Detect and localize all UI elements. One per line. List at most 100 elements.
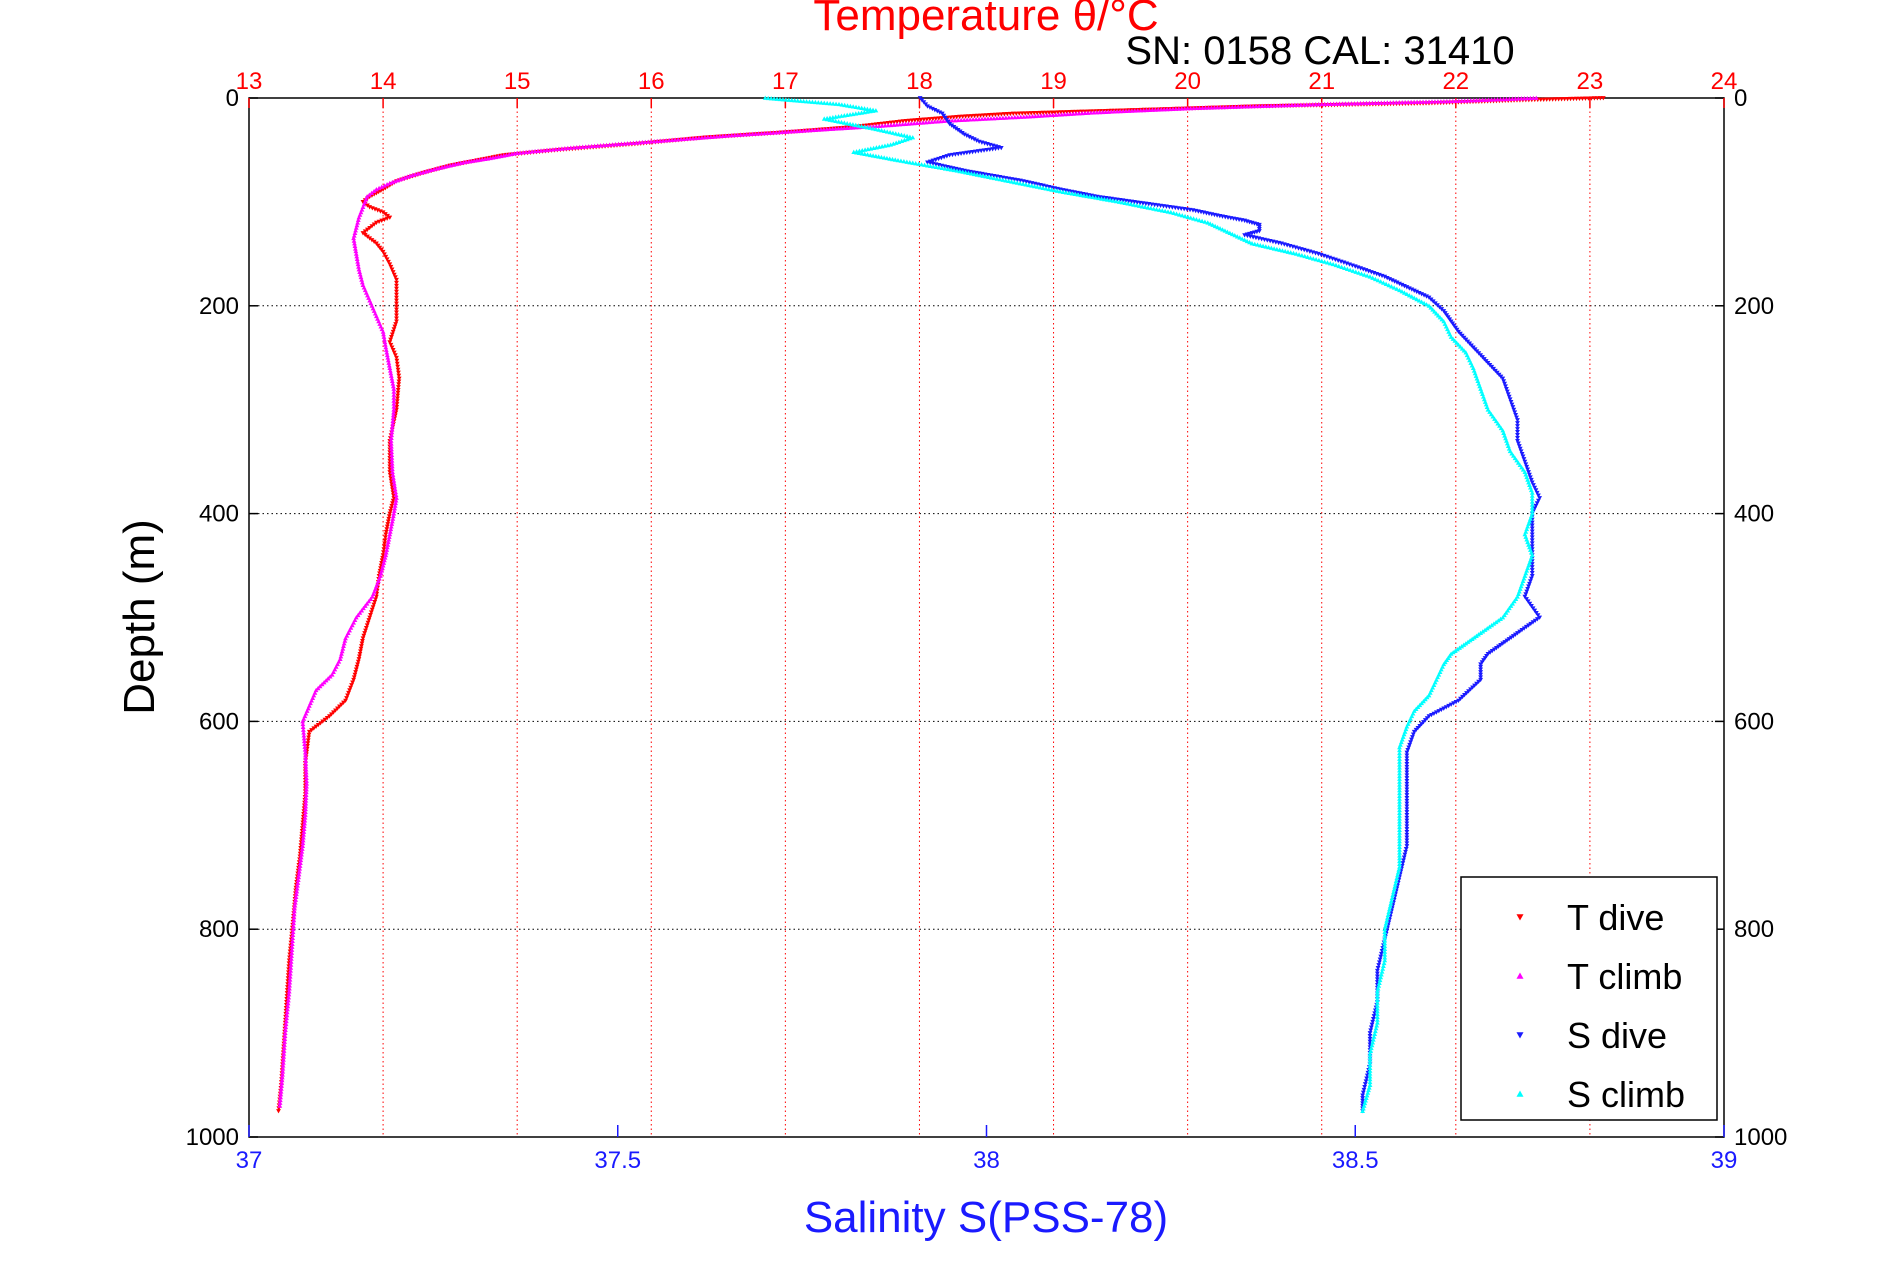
data-point xyxy=(358,274,364,280)
data-point xyxy=(1397,287,1402,293)
data-point xyxy=(1404,829,1410,835)
data-point xyxy=(862,109,867,115)
data-point xyxy=(859,151,865,156)
data-point xyxy=(303,809,308,814)
data-point xyxy=(301,730,307,735)
data-point xyxy=(1529,604,1534,609)
data-point xyxy=(302,812,308,817)
data-point xyxy=(1527,95,1533,101)
data-point xyxy=(960,169,966,174)
data-point xyxy=(1414,289,1420,295)
data-point xyxy=(966,134,972,140)
data-point xyxy=(302,821,307,826)
data-point xyxy=(1372,1031,1378,1036)
data-point xyxy=(1397,796,1402,801)
data-point xyxy=(1397,793,1402,798)
data-point xyxy=(1404,838,1410,843)
data-point xyxy=(1030,113,1035,119)
data-point xyxy=(1382,940,1388,946)
data-point xyxy=(1507,397,1513,402)
data-point xyxy=(389,378,395,384)
data-point xyxy=(392,178,398,184)
data-point xyxy=(1220,104,1226,110)
data-point xyxy=(937,110,943,115)
data-point xyxy=(771,96,777,101)
x-top-tick-label: 18 xyxy=(906,68,933,95)
data-point xyxy=(672,137,678,142)
data-point xyxy=(853,104,859,110)
data-point xyxy=(1404,776,1410,781)
data-point xyxy=(1282,248,1288,254)
data-point xyxy=(958,117,964,123)
data-point xyxy=(895,157,901,163)
data-point xyxy=(729,133,735,138)
data-point xyxy=(392,486,398,492)
data-point xyxy=(774,96,780,101)
data-point xyxy=(1392,279,1397,284)
data-point xyxy=(1173,106,1179,111)
data-point xyxy=(1527,601,1533,607)
data-point xyxy=(1399,289,1405,294)
data-point xyxy=(991,175,997,181)
data-point xyxy=(1322,101,1328,107)
data-point xyxy=(927,105,933,110)
data-point xyxy=(1372,1028,1378,1034)
data-point xyxy=(391,401,397,406)
data-point xyxy=(1480,97,1486,102)
data-point xyxy=(387,529,393,534)
data-point xyxy=(633,140,639,145)
data-point xyxy=(1528,579,1533,584)
data-point xyxy=(1313,102,1319,107)
data-point xyxy=(1255,242,1260,247)
data-point xyxy=(1393,878,1399,883)
data-point xyxy=(388,444,394,449)
data-point xyxy=(779,129,785,135)
data-point xyxy=(1065,111,1070,117)
data-point xyxy=(455,161,461,166)
data-point xyxy=(882,143,888,148)
data-point xyxy=(1128,201,1134,207)
data-point xyxy=(1397,827,1402,832)
data-point xyxy=(1247,104,1253,109)
data-point xyxy=(445,163,450,169)
data-point xyxy=(1397,750,1402,756)
data-point xyxy=(359,277,365,282)
data-point xyxy=(279,1080,285,1086)
data-point xyxy=(1451,701,1456,706)
data-point xyxy=(1102,196,1107,202)
data-point xyxy=(885,122,891,128)
data-point xyxy=(383,552,389,558)
data-point xyxy=(1498,616,1503,621)
x-top-tick-label: 19 xyxy=(1040,68,1067,95)
data-point xyxy=(1406,286,1412,291)
data-point xyxy=(1374,1011,1380,1017)
data-point xyxy=(1003,178,1009,183)
data-point xyxy=(368,612,373,618)
data-point xyxy=(1044,113,1050,118)
data-point xyxy=(1362,1100,1368,1106)
data-point xyxy=(908,121,914,126)
data-point xyxy=(301,733,307,738)
data-point xyxy=(1232,104,1238,109)
data-point xyxy=(1478,670,1484,675)
y-axis-title: Depth (m) xyxy=(115,519,164,715)
data-point xyxy=(1360,1090,1366,1096)
data-point xyxy=(768,96,774,101)
data-point xyxy=(1487,650,1493,655)
data-point xyxy=(1125,201,1131,206)
data-point xyxy=(957,168,963,174)
data-point xyxy=(389,463,395,469)
data-point xyxy=(1404,770,1410,775)
data-point xyxy=(301,736,307,741)
data-point xyxy=(1421,293,1427,298)
data-point xyxy=(900,121,905,127)
data-point xyxy=(1438,99,1444,104)
data-point xyxy=(1443,705,1449,710)
data-point xyxy=(1510,405,1516,410)
data-point xyxy=(985,116,991,121)
data-point xyxy=(1374,989,1380,994)
data-point xyxy=(873,126,879,132)
data-point xyxy=(1210,222,1216,227)
data-point xyxy=(287,983,293,988)
